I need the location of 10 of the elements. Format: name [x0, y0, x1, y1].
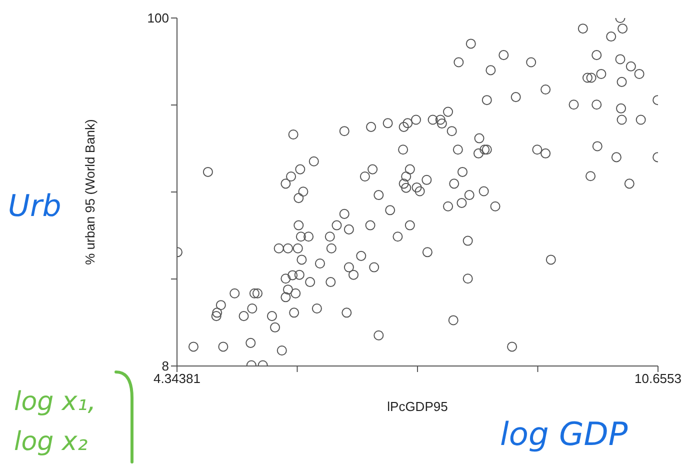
y-tick-label: 100 [147, 10, 169, 26]
x-tick-label: 4.34381 [154, 371, 200, 386]
text: log GDP [500, 415, 628, 453]
text: log x₁, [14, 387, 96, 417]
x-tick-label: 10.6553 [634, 371, 682, 386]
text: log x₂ [14, 427, 88, 457]
y-tick-label: 8 [162, 358, 169, 374]
text: Urb [8, 189, 62, 224]
x-axis-title: lPcGDP95 [387, 399, 448, 414]
y-axis-title: % urban 95 (World Bank) [82, 119, 98, 265]
